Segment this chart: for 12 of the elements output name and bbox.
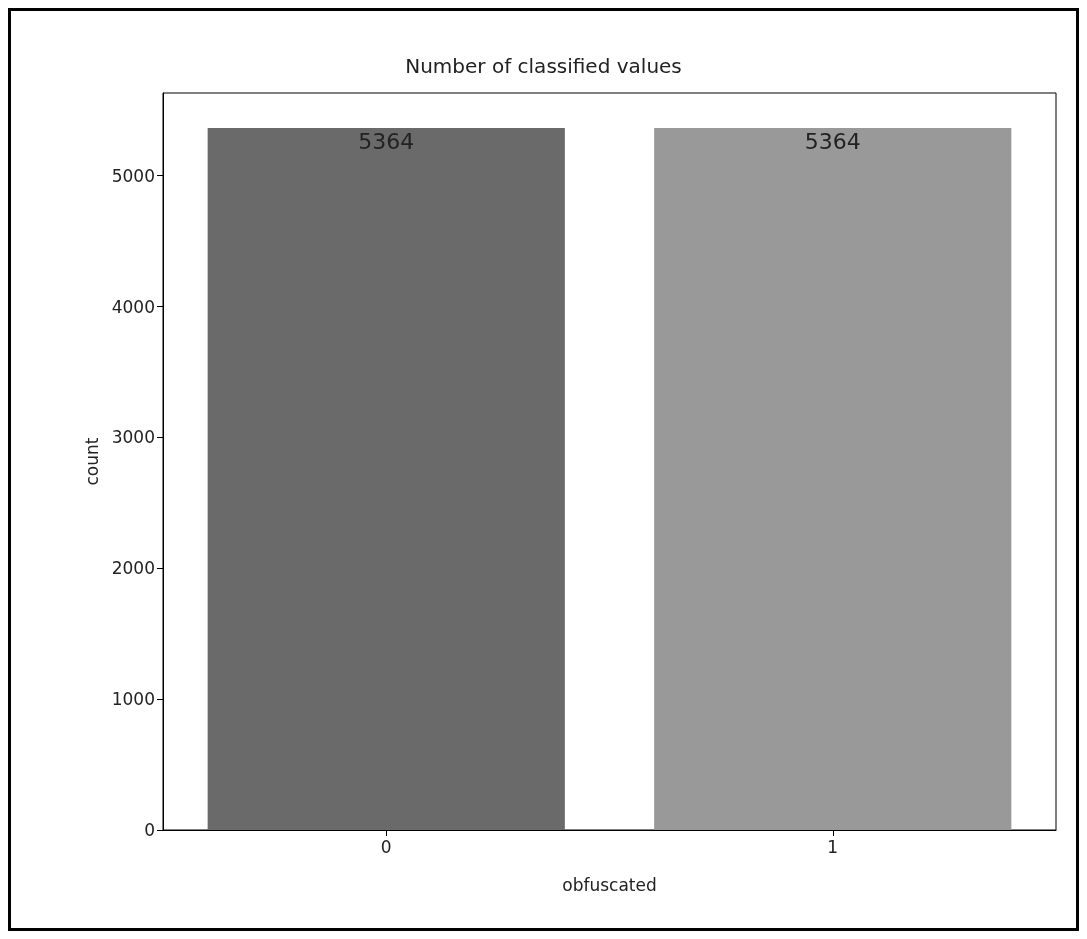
x-tick-label: 1 bbox=[827, 836, 839, 857]
y-tick-label: 2000 bbox=[111, 558, 155, 579]
chart-title: Number of classified values bbox=[405, 54, 682, 78]
data-label: 5364 bbox=[804, 128, 861, 154]
y-tick-label: 3000 bbox=[111, 427, 155, 448]
y-tick-label: 0 bbox=[144, 820, 155, 840]
data-label: 5364 bbox=[358, 128, 415, 154]
y-tick-label: 1000 bbox=[111, 689, 155, 710]
y-tick-label: 4000 bbox=[111, 296, 155, 317]
y-axis-title: count bbox=[82, 437, 103, 486]
x-axis-title: obfuscated bbox=[562, 874, 657, 895]
y-tick-label: 5000 bbox=[111, 165, 155, 186]
